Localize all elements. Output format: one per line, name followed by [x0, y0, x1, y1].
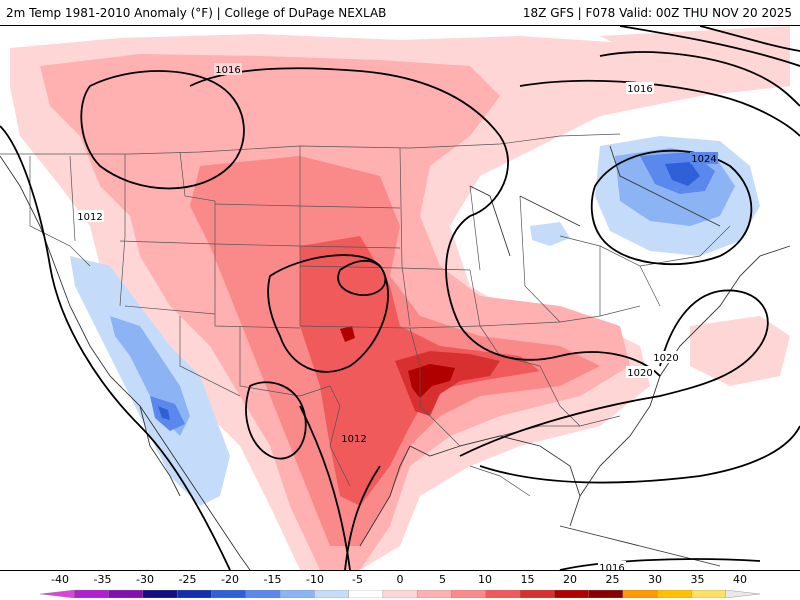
header-bar: 2m Temp 1981-2010 Anomaly (°F) | College… [0, 0, 800, 26]
colorbar-swatch [691, 590, 727, 598]
colorbar-tick-label: 25 [605, 573, 620, 586]
colorbar-swatch [554, 590, 590, 598]
model-run-info: 18Z GFS | F078 Valid: 00Z THU NOV 20 202… [522, 6, 792, 20]
colorbar-swatch [40, 590, 75, 598]
colorbar-swatch [211, 590, 247, 598]
isobar-label-1016-ne: 1016 [627, 84, 652, 95]
colorbar-tick-label: -35 [93, 573, 112, 586]
colorbar-tick-label: -30 [136, 573, 154, 586]
colorbar-swatch [108, 590, 144, 598]
isobar-label-1016-nw: 1016 [215, 65, 240, 76]
colorbar-swatch [451, 590, 487, 598]
colorbar-swatch [314, 590, 350, 598]
isobars [0, 26, 800, 570]
colorbar-tick-label: 0 [396, 573, 404, 586]
isobar-label-1012-west: 1012 [77, 212, 102, 223]
coastlines [0, 145, 791, 570]
isobar-label-1020-b: 1020 [627, 368, 652, 379]
colorbar-swatch [74, 590, 110, 598]
temperature-anomaly-map: 1016 1016 1012 1012 1024 1020 1020 1016 [0, 26, 800, 570]
political-boundaries [0, 133, 731, 497]
colorbar-swatch [485, 590, 521, 598]
cool-anomaly-southwest [70, 256, 230, 506]
colorbar-tick-label: 5 [439, 573, 446, 586]
isobar-label-1016-south: 1016 [599, 563, 624, 570]
colorbar-swatch [142, 590, 178, 598]
colorbar-swatch [245, 590, 281, 598]
colorbar-tick-label: -40 [51, 573, 69, 586]
colorbar-swatch [519, 590, 555, 598]
isobar-label-group: 1016 1016 1012 1012 1024 1020 1020 1016 [76, 63, 718, 570]
colorbar-swatch [279, 590, 315, 598]
colorbar-tick-label: 20 [563, 573, 577, 586]
colorbar-tick-label: -25 [178, 573, 197, 586]
colorbar-tick-labels: -40 -35 -30 -25 -20 -15 -10 -5 0 5 10 15 20 25 30 35 40 [0, 573, 800, 587]
colorbar-tick-label: -20 [221, 573, 239, 586]
colorbar-swatch [622, 590, 658, 598]
colorbar-swatch [725, 590, 760, 598]
colorbar-swatch [382, 590, 418, 598]
colorbar-swatch [416, 590, 453, 598]
colorbar-tick-label: 10 [478, 573, 492, 586]
temperature-colorbar: -40 -35 -30 -25 -20 -15 -10 -5 0 5 10 15 20 25 30 35 40 [0, 570, 800, 600]
colorbar-tick-label: 35 [690, 573, 705, 586]
colorbar-tick-label: -10 [306, 573, 324, 586]
colorbar-tick-label: -15 [263, 573, 282, 586]
colorbar-tick-label: 30 [648, 573, 662, 586]
colorbar-tick-label: -5 [352, 573, 363, 586]
colorbar-swatches [40, 590, 760, 598]
isobar-label-1024: 1024 [691, 154, 716, 165]
isobar-label-1012-south: 1012 [341, 434, 366, 445]
colorbar-tick-label: 15 [520, 573, 535, 586]
colorbar-swatch [588, 590, 624, 598]
colorbar-swatch [656, 590, 693, 598]
colorbar-tick-label: 40 [733, 573, 747, 586]
colorbar-swatch [176, 590, 213, 598]
cool-anomaly-northeast [530, 136, 760, 256]
colorbar-swatch [348, 590, 384, 598]
map-title: 2m Temp 1981-2010 Anomaly (°F) | College… [6, 6, 387, 20]
isobar-label-1020-a: 1020 [653, 353, 678, 364]
